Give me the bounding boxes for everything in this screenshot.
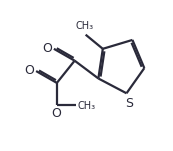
Text: CH₃: CH₃ bbox=[78, 101, 96, 111]
Text: O: O bbox=[25, 64, 35, 77]
Text: O: O bbox=[51, 107, 61, 120]
Text: O: O bbox=[43, 42, 52, 55]
Text: CH₃: CH₃ bbox=[76, 21, 94, 31]
Text: S: S bbox=[125, 97, 133, 110]
